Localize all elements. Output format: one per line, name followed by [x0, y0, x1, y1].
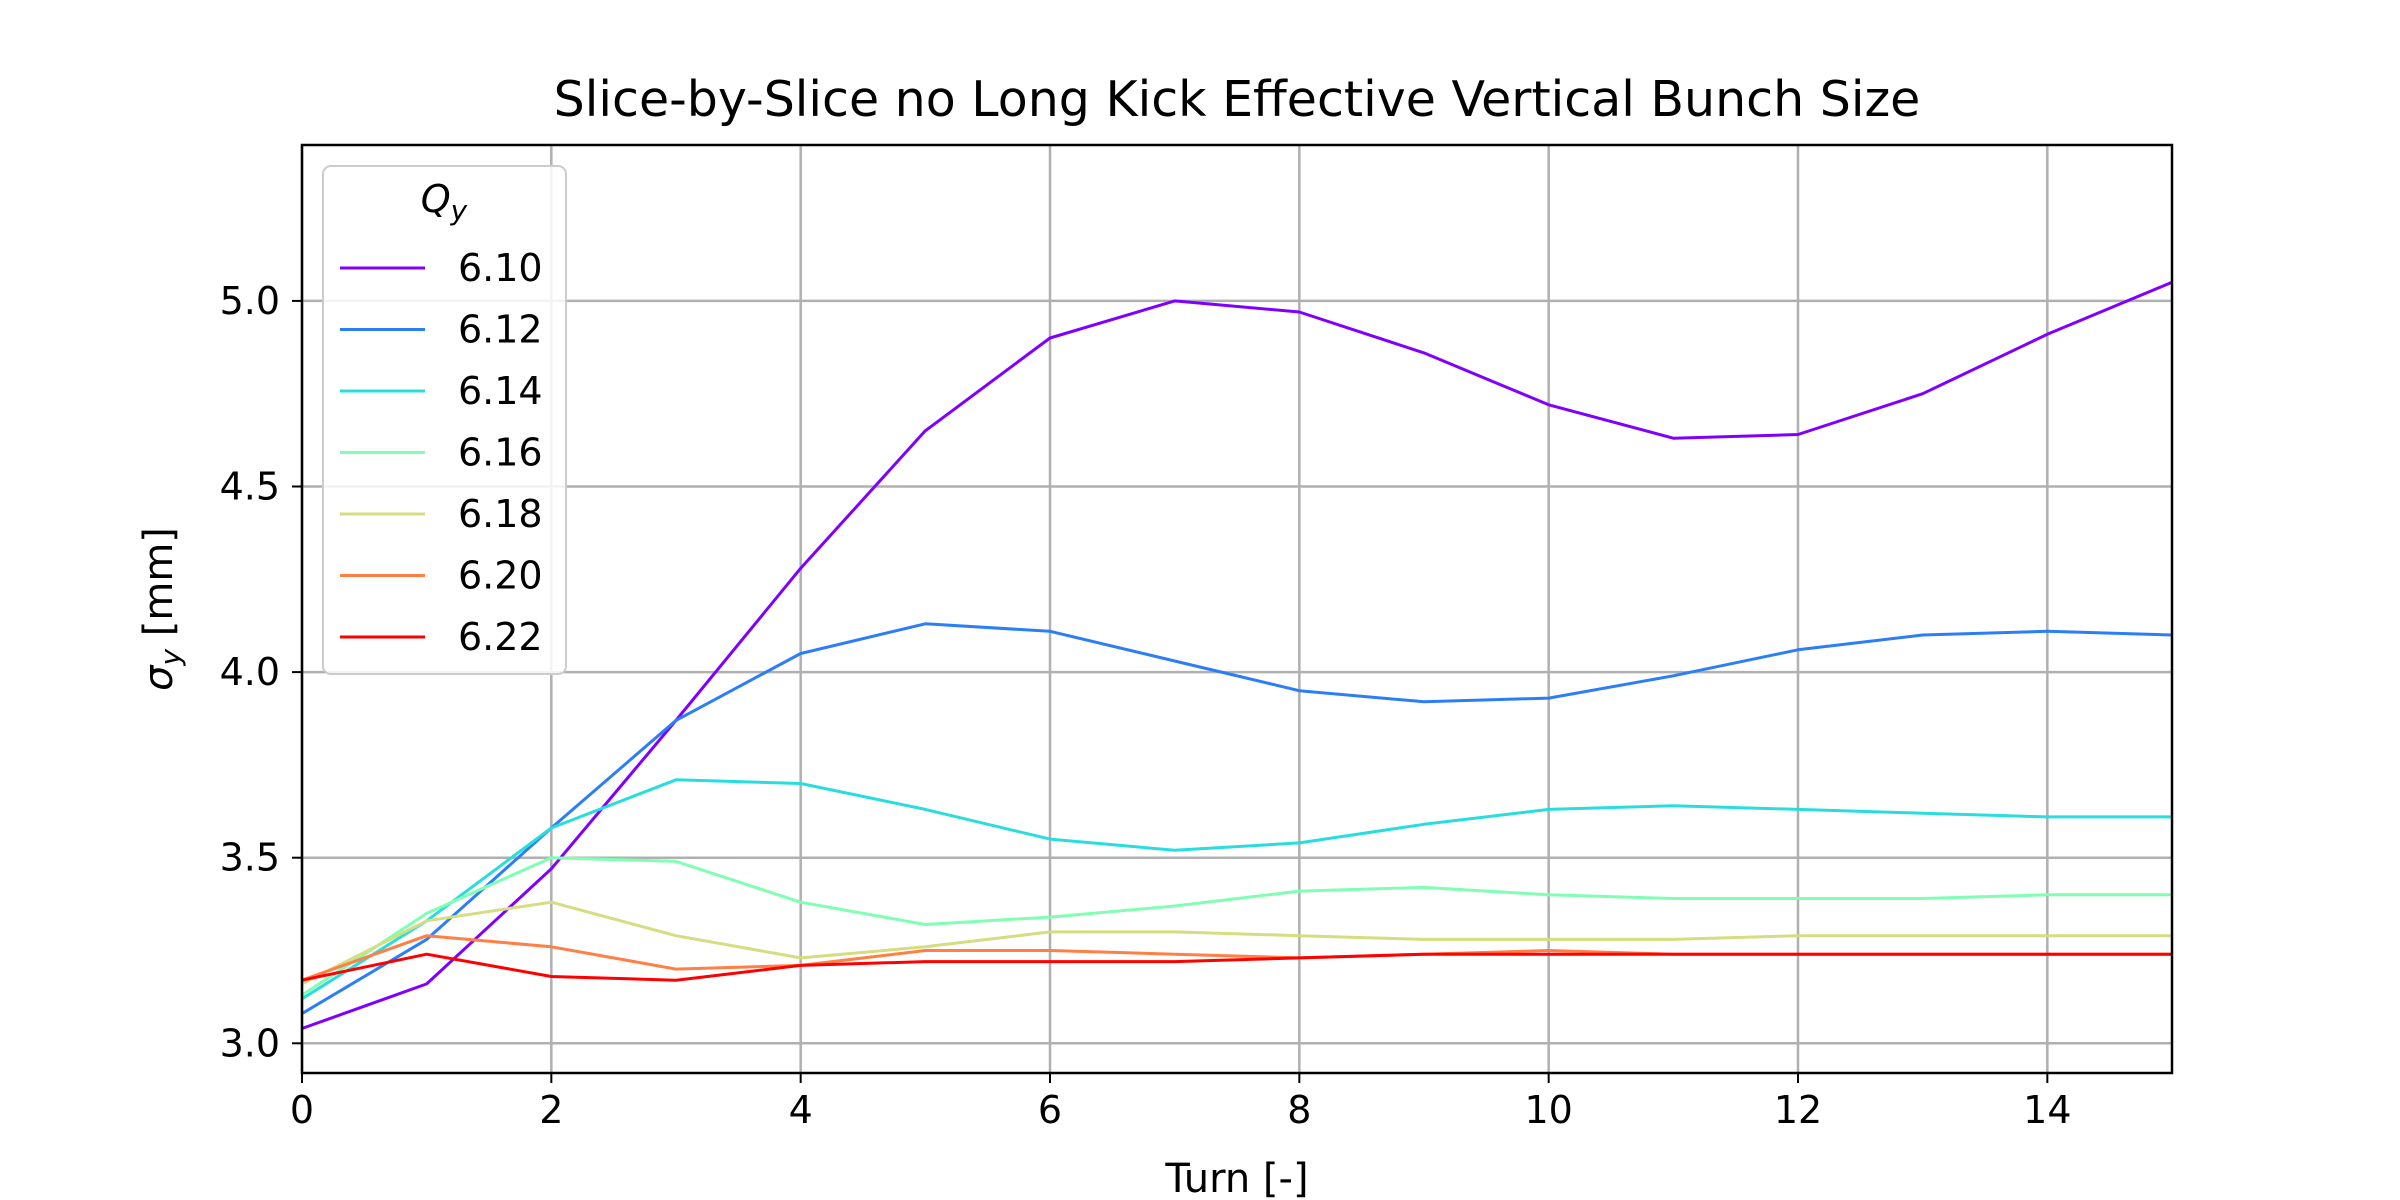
- legend-item: 6.16: [340, 431, 543, 475]
- series-line-6-18: [301, 900, 2172, 986]
- x-tick-label: 6: [1038, 1088, 1062, 1132]
- legend-label: 6.16: [458, 431, 543, 475]
- y-tick-label: 3.5: [220, 836, 280, 880]
- legend-item: 6.20: [340, 554, 543, 598]
- legend-item: 6.14: [340, 369, 543, 413]
- legend-title-subscript: y: [450, 194, 468, 227]
- legend-label: 6.20: [458, 554, 543, 598]
- y-axis-label-unit: [mm]: [136, 527, 182, 649]
- series-lines: [301, 280, 2173, 1030]
- legend-item: 6.18: [340, 492, 543, 536]
- x-tick-label: 8: [1287, 1088, 1311, 1132]
- legend-item: 6.12: [340, 308, 543, 352]
- series-line-6-16: [301, 856, 2172, 997]
- y-tick-label: 4.0: [220, 650, 280, 694]
- axis-ticks: 0 2 4 6 8 10 12 14 3.0 3.5 4.0 4.5 5.0: [220, 279, 2072, 1132]
- x-tick-label: 4: [789, 1088, 813, 1132]
- x-tick-label: 0: [290, 1088, 314, 1132]
- y-tick-label: 4.5: [220, 465, 280, 509]
- legend-label: 6.14: [458, 369, 543, 413]
- x-tick-label: 2: [539, 1088, 563, 1132]
- chart-title: Slice-by-Slice no Long Kick Effective Ve…: [554, 71, 1921, 128]
- x-axis-label: Turn [-]: [1164, 1156, 1308, 1200]
- y-axis-label: σy [mm]: [136, 527, 187, 691]
- gridlines: [300, 145, 2172, 1073]
- legend-box: [322, 165, 567, 675]
- y-axis-label-subscript: y: [154, 649, 187, 667]
- legend-item: 6.10: [340, 246, 543, 290]
- y-tick-label: 5.0: [220, 279, 280, 323]
- legend-label: 6.18: [458, 492, 543, 536]
- y-tick-label: 3.0: [220, 1021, 280, 1065]
- x-tick-label: 10: [1524, 1088, 1572, 1132]
- y-axis-label-symbol: σ: [136, 664, 182, 691]
- series-line-6-12: [301, 622, 2173, 1015]
- legend-title-symbol: Q: [421, 177, 451, 221]
- legend-label: 6.12: [458, 308, 543, 352]
- legend-title: Qy: [421, 177, 468, 227]
- plot-frame: [300, 143, 2174, 1075]
- legend-label: 6.22: [458, 615, 543, 659]
- legend-items: 6.10 6.12 6.14 6.16 6.18 6.20 6.22: [340, 246, 543, 659]
- x-tick-label: 12: [1774, 1088, 1822, 1132]
- legend-label: 6.10: [458, 246, 543, 290]
- series-line-6-22: [301, 952, 2172, 982]
- legend: Qy 6.10 6.12 6.14 6.16 6.18 6.20 6.22: [322, 165, 567, 675]
- series-line-6-14: [301, 778, 2172, 1001]
- x-tick-label: 14: [2023, 1088, 2071, 1132]
- legend-item: 6.22: [340, 615, 543, 659]
- series-line-6-10: [301, 280, 2173, 1030]
